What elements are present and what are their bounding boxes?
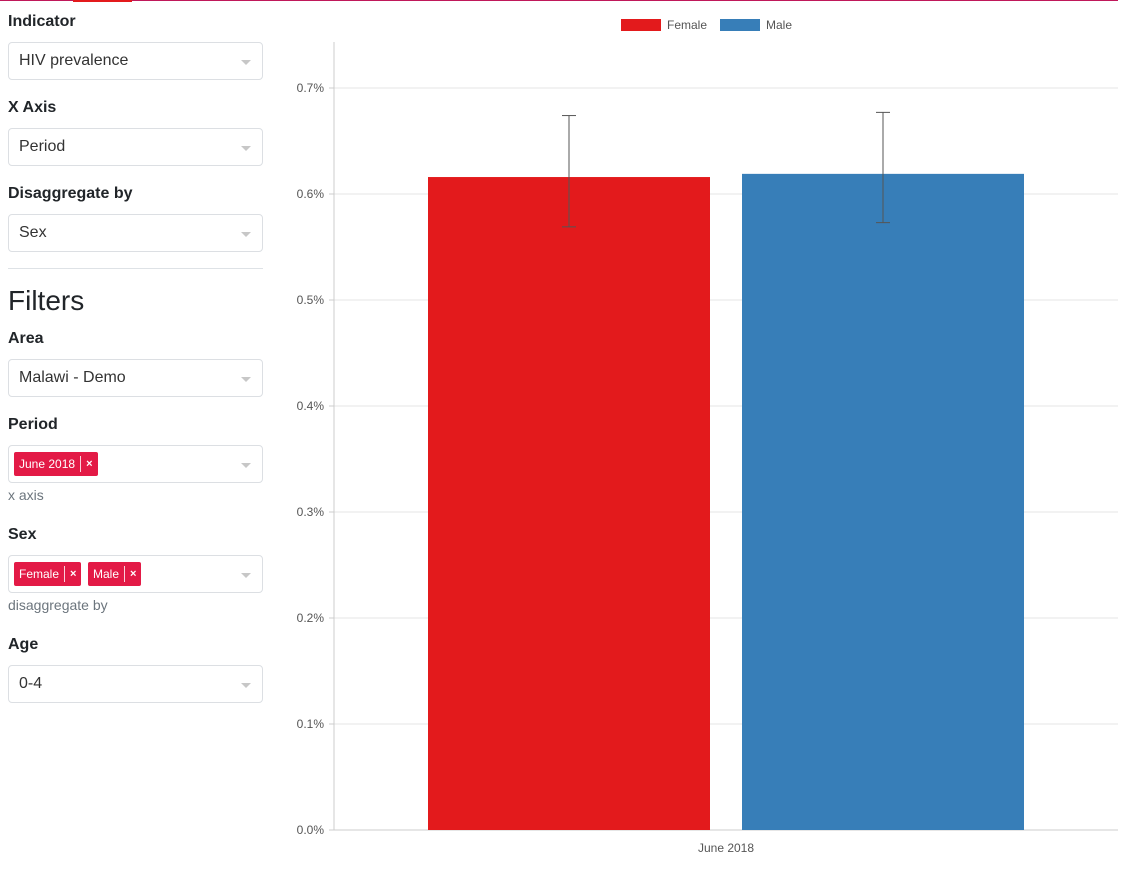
period-tag: June 2018 × [14, 452, 98, 476]
legend-swatch [720, 19, 760, 31]
sex-tag-label: Female [19, 567, 60, 581]
sex-help-text: disaggregate by [8, 597, 108, 613]
legend-label: Female [667, 18, 707, 32]
y-tick-label: 0.0% [297, 823, 325, 837]
remove-tag-icon[interactable]: × [70, 568, 77, 580]
tag-separator [64, 566, 66, 582]
sex-tag-female: Female × [14, 562, 82, 586]
area-label: Area [8, 330, 44, 347]
area-value: Malawi - Demo [19, 369, 126, 386]
indicator-value: HIV prevalence [19, 52, 129, 69]
tag-separator [124, 566, 126, 582]
period-multiselect[interactable]: June 2018 × [8, 445, 263, 483]
x-axis-select[interactable]: Period [8, 128, 263, 166]
sex-label: Sex [8, 526, 37, 543]
chevron-down-icon[interactable] [241, 377, 251, 382]
active-tab-indicator [73, 0, 132, 2]
top-accent-line [0, 0, 1118, 1]
legend-swatch [621, 19, 661, 31]
chevron-down-icon[interactable] [241, 573, 251, 578]
disaggregate-select[interactable]: Sex [8, 214, 263, 252]
filters-title: Filters [8, 285, 85, 316]
remove-tag-icon[interactable]: × [130, 568, 137, 580]
y-tick-label: 0.6% [297, 187, 325, 201]
sex-multiselect[interactable]: Female × Male × [8, 555, 263, 593]
bar-male [742, 173, 1024, 831]
sex-tag-male: Male × [88, 562, 142, 586]
divider [8, 268, 263, 269]
indicator-select[interactable]: HIV prevalence [8, 42, 263, 80]
y-tick-label: 0.1% [297, 717, 325, 731]
chevron-down-icon[interactable] [241, 463, 251, 468]
area-select[interactable]: Malawi - Demo [8, 359, 263, 397]
period-help-text: x axis [8, 487, 44, 503]
y-tick-label: 0.2% [297, 611, 325, 625]
tag-separator [80, 456, 82, 472]
y-tick-label: 0.7% [297, 81, 325, 95]
indicator-label: Indicator [8, 13, 76, 30]
sex-tag-label: Male [93, 567, 120, 581]
period-tag-label: June 2018 [19, 457, 76, 471]
x-axis-label: X Axis [8, 99, 57, 116]
chevron-down-icon[interactable] [241, 232, 251, 237]
y-tick-label: 0.4% [297, 399, 325, 413]
age-value: 0-4 [19, 675, 43, 692]
x-tick-label: June 2018 [698, 841, 754, 855]
chevron-down-icon[interactable] [241, 146, 251, 151]
x-axis-value: Period [19, 138, 66, 155]
y-tick-label: 0.3% [297, 505, 325, 519]
bar-female [428, 177, 710, 831]
remove-tag-icon[interactable]: × [86, 458, 93, 470]
y-tick-label: 0.5% [297, 293, 325, 307]
age-label: Age [8, 636, 39, 653]
disaggregate-value: Sex [19, 224, 47, 241]
chevron-down-icon[interactable] [241, 683, 251, 688]
chevron-down-icon[interactable] [241, 60, 251, 65]
period-label: Period [8, 416, 58, 433]
disaggregate-label: Disaggregate by [8, 185, 133, 202]
age-select[interactable]: 0-4 [8, 665, 263, 703]
legend-label: Male [766, 18, 792, 32]
